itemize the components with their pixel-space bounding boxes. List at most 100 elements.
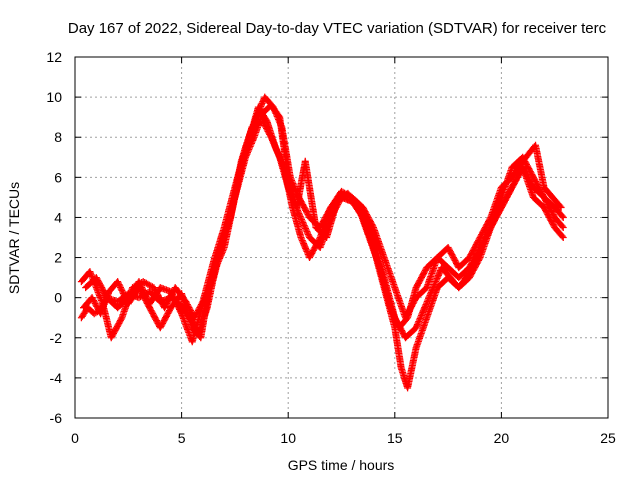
data-point-fill <box>456 255 472 270</box>
data-point-fill <box>178 291 196 330</box>
data-point-fill <box>531 195 547 210</box>
x-tick-label: 15 <box>387 430 403 446</box>
chart-title: Day 167 of 2022, Sidereal Day-to-day VTE… <box>68 20 607 37</box>
data-point-fill <box>242 135 257 160</box>
data-point-fill <box>424 255 440 270</box>
x-tick-label: 20 <box>494 430 510 446</box>
data-point-fill <box>268 103 283 120</box>
data-layer <box>77 93 567 392</box>
data-point-fill <box>108 315 125 340</box>
data-point-fill <box>552 205 566 220</box>
data-point-fill <box>466 235 483 260</box>
data-point-fill <box>413 285 430 301</box>
data-point-fill <box>141 279 156 291</box>
data-point-fill <box>115 295 131 311</box>
data-point-fill <box>381 255 398 290</box>
data-point-fill <box>477 225 494 250</box>
x-axis-label: GPS time / hours <box>288 457 395 473</box>
data-point-fill <box>499 174 515 190</box>
data-point-fill <box>391 325 405 370</box>
data-point-fill <box>345 191 362 210</box>
x-tick-label: 25 <box>600 430 616 446</box>
ticks <box>74 56 609 419</box>
data-point-fill <box>487 185 505 220</box>
data-point-fill <box>423 285 441 320</box>
series-track-4 <box>82 101 565 346</box>
data-point-fill <box>403 325 419 341</box>
data-point-fill <box>276 115 292 180</box>
tick-labels: 0 5 10 15 20 25 -6 -4 -2 0 2 4 6 8 10 12 <box>46 49 616 446</box>
data-point-fill <box>366 235 383 270</box>
data-point-fill <box>289 205 304 240</box>
data-point-fill <box>421 285 436 310</box>
y-tick-label: 10 <box>46 89 62 105</box>
data-point-fill <box>231 155 249 200</box>
data-point-fill <box>157 305 174 330</box>
data-point-fill <box>210 235 228 280</box>
data-point-fill <box>238 125 255 164</box>
data-point-fill <box>541 195 557 210</box>
data-point-fill <box>189 301 206 344</box>
y-tick-label: 2 <box>54 250 62 266</box>
grid <box>75 57 608 418</box>
data-point-fill <box>296 211 313 240</box>
y-axis-label: SDTVAR / TECUs <box>6 182 22 294</box>
data-point-fill <box>552 215 566 230</box>
data-point-fill <box>251 111 266 140</box>
data-point-fill <box>168 289 185 316</box>
data-point-fill <box>498 185 515 210</box>
data-point-fill <box>221 195 238 240</box>
data-point <box>557 203 565 211</box>
y-tick-label: -2 <box>50 330 63 346</box>
data-point <box>559 213 567 221</box>
y-tick-label: 12 <box>46 49 62 65</box>
y-tick-label: -4 <box>50 370 63 386</box>
data-point-fill <box>509 159 526 180</box>
data-point-fill <box>520 151 532 164</box>
data-point-fill <box>532 143 548 190</box>
data-point-fill <box>317 205 334 230</box>
data-point-fill <box>413 265 430 290</box>
data-point-fill <box>355 205 373 240</box>
x-tick-label: 10 <box>280 430 296 446</box>
y-tick-label: 4 <box>54 209 62 225</box>
y-tick-label: -6 <box>50 410 63 426</box>
y-tick-label: 0 <box>54 290 62 306</box>
data-point-fill <box>530 175 547 200</box>
data-point-fill <box>477 215 494 240</box>
data-point-fill <box>519 165 537 200</box>
data-point-fill <box>404 285 420 320</box>
data-point-fill <box>147 285 163 306</box>
data-point-fill <box>396 315 410 330</box>
data-point <box>86 268 94 276</box>
y-tick-label: 8 <box>54 129 62 145</box>
data-point <box>412 324 420 332</box>
data-point-fill <box>259 119 274 140</box>
data-point-fill <box>456 271 472 290</box>
data-point <box>421 304 429 312</box>
data-point <box>252 113 260 121</box>
data-point-fill <box>466 245 483 276</box>
y-tick-label: 6 <box>54 169 62 185</box>
data-point-fill <box>550 195 564 210</box>
data-point-fill <box>268 135 283 160</box>
data-point-fill <box>413 315 430 350</box>
data-point-fill <box>404 345 420 390</box>
data-point <box>559 234 567 241</box>
data-point-fill <box>413 305 428 330</box>
data-point-fill <box>439 265 453 280</box>
data-point-fill <box>488 205 505 230</box>
x-tick-label: 0 <box>71 430 79 446</box>
data-point-fill <box>200 275 217 306</box>
data-point-fill <box>302 159 320 230</box>
data-point <box>387 304 395 312</box>
x-tick-label: 5 <box>178 430 186 446</box>
data-point-fill <box>445 245 462 270</box>
data-point <box>559 223 567 231</box>
data-point-fill <box>93 275 110 300</box>
data-point-fill <box>552 225 566 240</box>
data-point-fill <box>541 205 558 230</box>
data-point <box>267 133 275 141</box>
plot-frame <box>74 56 609 419</box>
